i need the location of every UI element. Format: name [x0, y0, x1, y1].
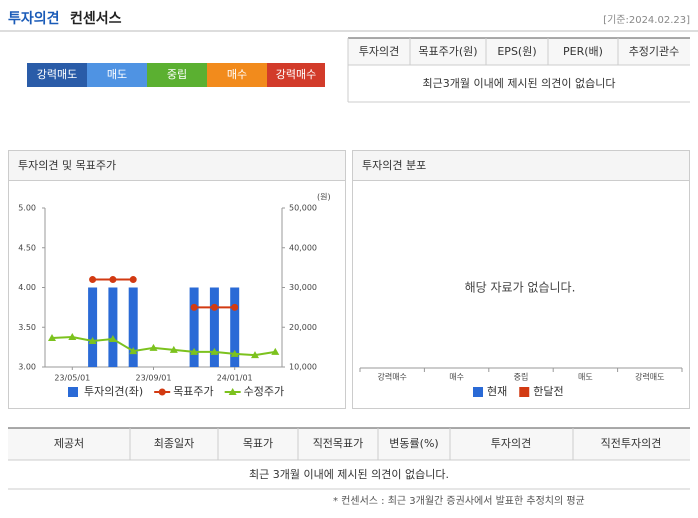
column-header: PER(배) — [563, 45, 603, 58]
line — [51, 335, 276, 357]
scale-label: 매도 — [107, 68, 127, 81]
y-tick-label: 3.50 — [18, 323, 36, 332]
y-tick-label: 4.00 — [18, 283, 36, 292]
consensus-table: 투자의견 목표주가(원) EPS(원) PER(배) 추정기관수 최근3개월 이… — [347, 37, 690, 103]
legend-swatch — [473, 387, 483, 397]
column-header: EPS(원) — [497, 45, 536, 58]
title-sub: 컨센서스 — [70, 10, 122, 27]
column-header: 목표가 — [243, 437, 273, 450]
x-tick-label: 중립 — [514, 373, 529, 382]
scale-box — [207, 63, 267, 87]
column-header: 투자의견 — [491, 437, 531, 450]
scale-label: 강력매수 — [276, 68, 316, 81]
marker — [88, 336, 97, 344]
report-table: 제공처 최종일자 목표가 직전목표가 변동률(%) 투자의견 직전투자의견 최근… — [8, 427, 690, 490]
scale-box — [27, 63, 87, 87]
y-tick-label: 3.00 — [18, 363, 36, 372]
panel-header — [353, 151, 689, 180]
column-header: 제공처 — [54, 437, 84, 450]
panel-header — [9, 151, 345, 180]
x-tick-label: 매수 — [449, 373, 464, 382]
scale-label: 매수 — [227, 68, 247, 81]
scale-box — [147, 63, 207, 87]
marker — [231, 303, 239, 311]
panel-title: 투자의견 분포 — [362, 159, 426, 172]
column-header: 직전목표가 — [313, 437, 364, 450]
x-tick-label: 23/09/01 — [136, 374, 172, 383]
legend-swatch — [68, 387, 78, 397]
bar — [88, 287, 98, 367]
x-tick-label: 24/01/01 — [217, 374, 253, 383]
y2-tick-label: 20,000 — [289, 323, 317, 332]
bar — [189, 287, 199, 367]
marker — [109, 276, 117, 284]
marker — [271, 347, 280, 355]
bar — [128, 287, 138, 367]
marker — [68, 332, 77, 340]
header-bg — [8, 428, 690, 460]
marker — [251, 351, 259, 359]
bar — [108, 287, 118, 367]
date: [기준:2024.02.23] — [603, 14, 690, 26]
y-tick-label: 5.00 — [18, 204, 36, 213]
panel: 투자의견 분포 — [352, 150, 690, 409]
footnote: * 컨센서스 : 최근 3개월간 증권사에서 발표한 추정치의 평균 — [333, 495, 585, 507]
y2-tick-label: 40,000 — [289, 243, 317, 252]
panel-border — [8, 150, 346, 409]
scale-box — [87, 63, 147, 87]
panel-border — [352, 150, 690, 409]
legend-swatch — [158, 388, 166, 396]
y-tick-label: 4.50 — [18, 243, 36, 252]
legend-label: 한달전 — [533, 385, 563, 398]
scale-label: 중립 — [167, 68, 187, 81]
x-tick-label: 강력매수 — [377, 372, 406, 382]
legend-label: 현재 — [487, 385, 507, 398]
x-tick-label: 23/05/01 — [54, 374, 90, 383]
panel: 투자의견 및 목표주가 — [8, 150, 346, 409]
y2-tick-label: 50,000 — [289, 204, 317, 213]
marker — [190, 303, 198, 311]
legend-label: 목표주가 — [173, 385, 213, 398]
column-header: 목표주가(원) — [418, 45, 477, 58]
empty-message: 최근 3개월 이내에 제시된 의견이 없습니다. — [249, 468, 449, 481]
column-header: 최종일자 — [154, 436, 194, 450]
scale-box — [267, 63, 325, 87]
x-tick-label: 매도 — [578, 373, 593, 382]
marker — [190, 347, 199, 355]
marker — [129, 276, 137, 284]
y2-unit: (원) — [317, 193, 331, 202]
column-header: 투자의견 — [359, 45, 399, 58]
legend-label: 투자의견(좌) — [84, 385, 143, 398]
header-bg — [348, 38, 690, 65]
opinion-scale: 강력매도 매도 중립 매수 강력매수 — [27, 63, 325, 87]
marker — [210, 347, 219, 355]
column-header: 직전투자의견 — [601, 437, 662, 450]
marker — [89, 276, 97, 284]
legend-label: 수정주가 — [244, 385, 284, 398]
legend-swatch — [228, 388, 237, 395]
marker — [210, 303, 218, 311]
bar — [230, 287, 240, 367]
column-header: 변동률(%) — [389, 437, 438, 450]
legend-swatch — [519, 387, 530, 397]
bar — [209, 287, 219, 367]
y2-tick-label: 10,000 — [289, 363, 317, 372]
x-tick-label: 강력매도 — [635, 372, 664, 382]
marker — [230, 349, 239, 357]
marker — [108, 334, 117, 342]
marker — [129, 347, 138, 355]
panel-title: 투자의견 및 목표주가 — [18, 159, 116, 172]
column-header: 추정기관수 — [629, 45, 680, 58]
scale-label: 강력매도 — [37, 68, 77, 81]
marker — [149, 343, 158, 351]
empty-message: 해당 자료가 없습니다. — [465, 281, 576, 295]
y2-tick-label: 30,000 — [289, 283, 317, 292]
title-main: 투자의견 — [8, 10, 60, 27]
marker — [48, 333, 56, 341]
marker — [169, 345, 178, 353]
empty-message: 최근3개월 이내에 제시된 의견이 없습니다 — [422, 77, 615, 90]
